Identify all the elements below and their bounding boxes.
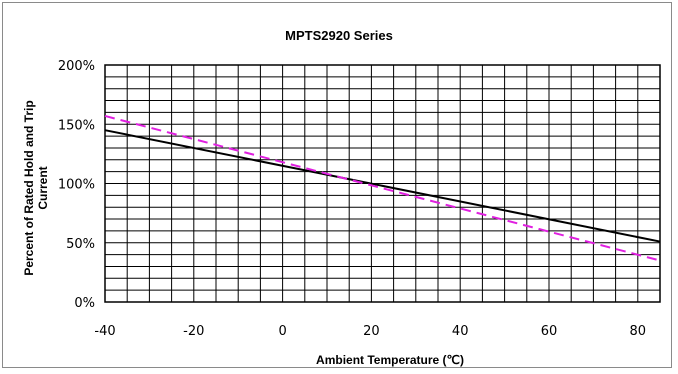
chart-frame	[2, 2, 672, 368]
x-tick-label: 60	[541, 324, 558, 339]
y-axis-label: Percent of Rated Hold and Trip Current	[22, 100, 50, 275]
x-tick-label: -20	[183, 324, 204, 339]
chart-title: MPTS2920 Series	[285, 28, 393, 43]
series-line-1	[104, 129, 661, 243]
x-tick-label: 40	[452, 324, 469, 339]
plot-border	[104, 64, 661, 303]
y-axis-label-line: Percent of Rated Hold and Trip	[22, 100, 36, 275]
x-axis-label: Ambient Temperature (℃)	[316, 353, 464, 367]
series-line-2	[104, 114, 661, 262]
x-tick-label: -40	[94, 324, 115, 339]
y-tick-label: 100%	[58, 178, 95, 193]
y-tick-label: 150%	[58, 118, 95, 133]
y-tick-label: 50%	[66, 237, 95, 252]
x-tick-label: 20	[363, 324, 380, 339]
y-tick-label: 200%	[58, 59, 95, 74]
x-tick-label: 0	[278, 324, 286, 339]
x-tick-label: 80	[630, 324, 647, 339]
y-tick-label: 0%	[74, 296, 95, 311]
y-axis-label-line: Current	[36, 166, 50, 209]
